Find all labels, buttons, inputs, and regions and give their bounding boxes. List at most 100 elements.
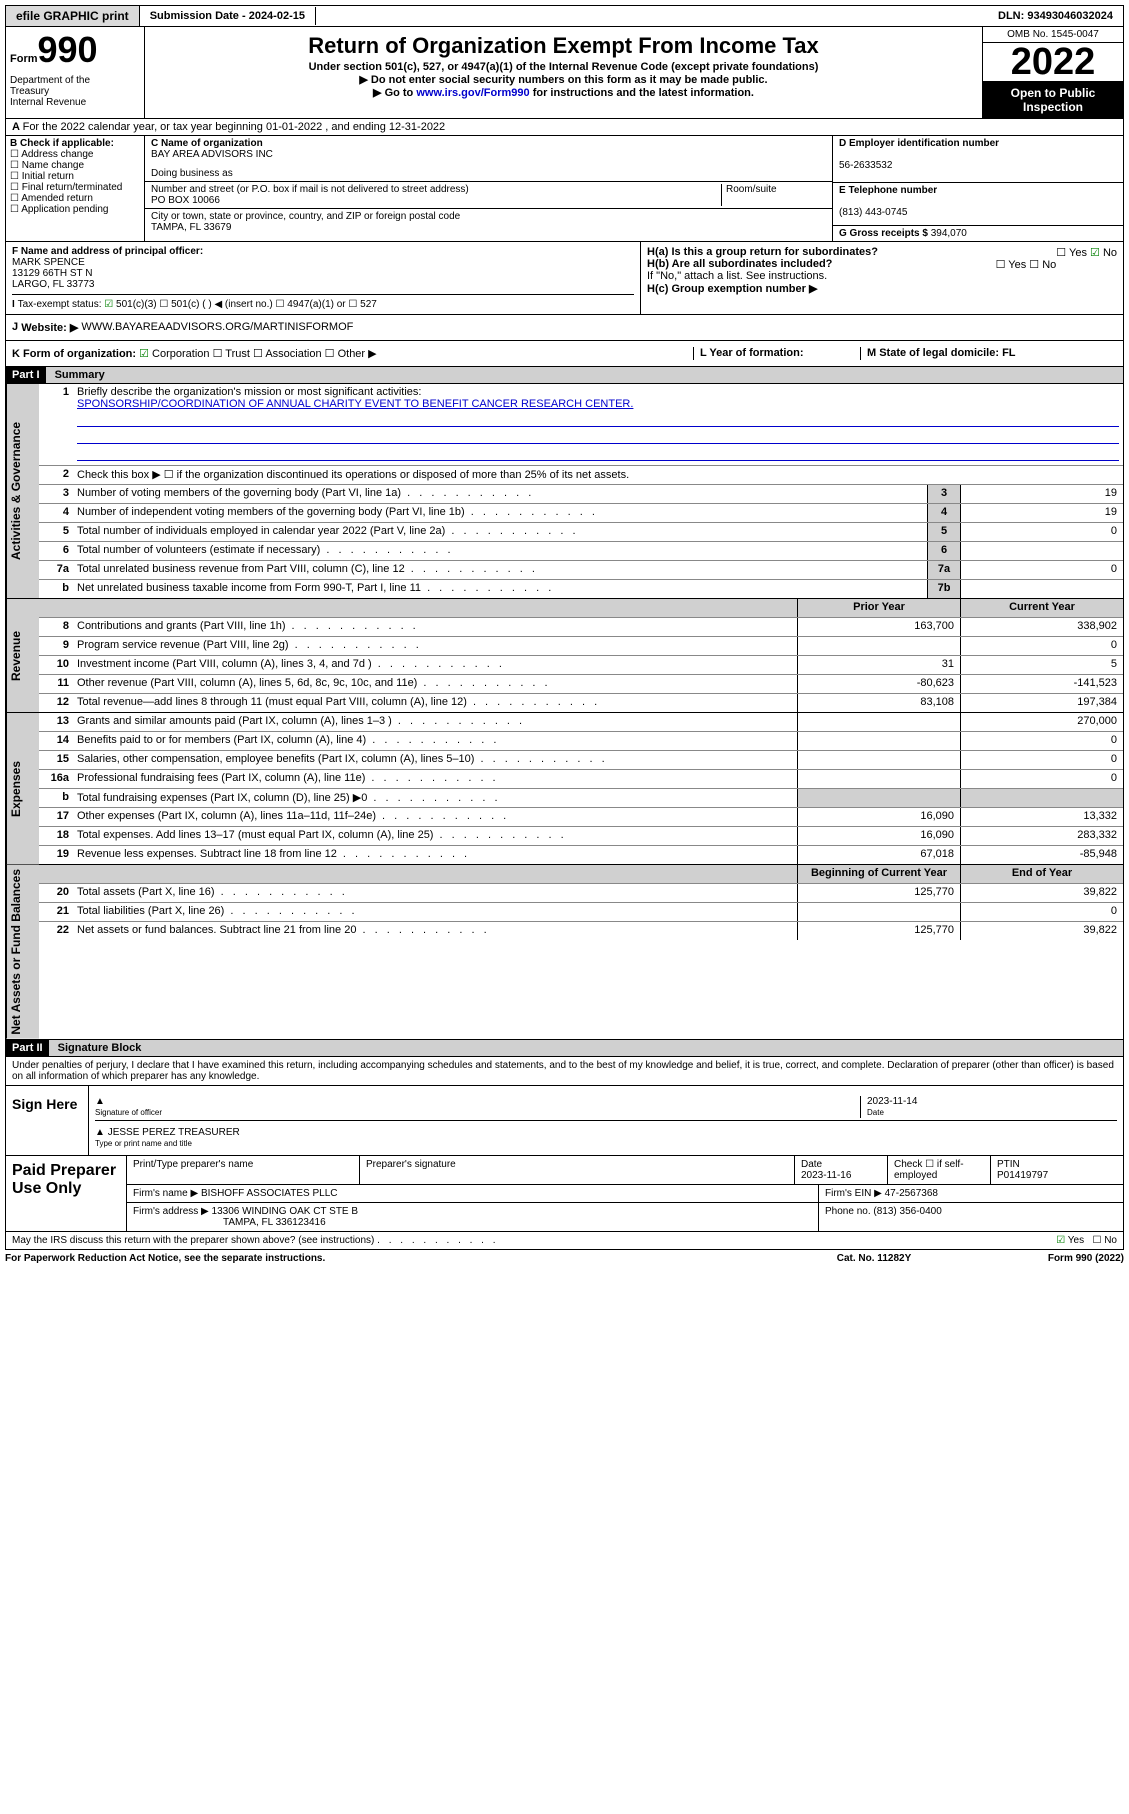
firm-ein: 47-2567368 [885,1188,938,1199]
line-a-period: A For the 2022 calendar year, or tax yea… [5,119,1124,136]
chk-501c3[interactable]: 501(c)(3) [104,299,156,310]
paid-prep-label: Paid Preparer Use Only [6,1156,127,1231]
website-url: WWW.BAYAREAADVISORS.ORG/MARTINISFORMOF [81,321,353,334]
page-footer: For Paperwork Reduction Act Notice, see … [5,1250,1124,1267]
part-ii-bar: Part II Signature Block [5,1040,1124,1057]
chk-501c[interactable]: 501(c) ( ) ◀ (insert no.) [159,299,272,310]
sig-declaration: Under penalties of perjury, I declare th… [6,1057,1123,1086]
summary-row: 10Investment income (Part VIII, column (… [39,656,1123,675]
efile-print-button[interactable]: efile GRAPHIC print [6,6,140,26]
chk-amended[interactable]: Amended return [10,193,93,204]
sign-here-label: Sign Here [6,1086,89,1155]
room-suite: Room/suite [721,184,826,206]
summary-row: 18Total expenses. Add lines 13–17 (must … [39,827,1123,846]
department-label: Department of theTreasuryInternal Revenu… [10,71,140,108]
summary-row: bTotal fundraising expenses (Part IX, co… [39,789,1123,808]
box-f: F Name and address of principal officer:… [6,242,641,314]
may-irs-row: May the IRS discuss this return with the… [5,1232,1124,1250]
chk-assoc[interactable]: Association [253,348,322,360]
officer-typed-name: JESSE PEREZ TREASURER [108,1127,240,1138]
prep-date: 2023-11-16 [801,1170,851,1181]
chk-527[interactable]: 527 [348,299,376,310]
summary-row: 16aProfessional fundraising fees (Part I… [39,770,1123,789]
tab-expenses: Expenses [6,713,39,864]
phone-value: (813) 443-0745 [839,207,907,218]
subtitle-1: Under section 501(c), 527, or 4947(a)(1)… [149,61,978,73]
chk-4947[interactable]: 4947(a)(1) or [276,299,346,310]
hb-yes[interactable]: Yes [996,259,1027,271]
summary-row: 9Program service revenue (Part VIII, lin… [39,637,1123,656]
form-number-cell: Form990 Department of theTreasuryInterna… [6,27,145,118]
chk-name-change[interactable]: Name change [10,160,84,171]
chk-initial-return[interactable]: Initial return [10,171,74,182]
firm-addr2: TAMPA, FL 336123416 [223,1217,326,1228]
chk-other[interactable]: Other ▶ [325,348,377,360]
summary-row: 15Salaries, other compensation, employee… [39,751,1123,770]
beg-year-hdr: Beginning of Current Year [797,865,960,883]
summary-row: 3Number of voting members of the governi… [39,485,1123,504]
box-b: B Check if applicable: Address change Na… [6,136,145,241]
chk-trust[interactable]: Trust [213,348,250,360]
firm-phone: (813) 356-0400 [873,1206,941,1217]
prior-year-hdr: Prior Year [797,599,960,617]
row-j: J Website: ▶ WWW.BAYAREAADVISORS.ORG/MAR… [5,315,1124,341]
form-header: Form990 Department of theTreasuryInterna… [5,27,1124,119]
mission-text: SPONSORSHIP/COORDINATION OF ANNUAL CHARI… [77,398,633,410]
chk-corp[interactable]: Corporation [139,348,209,360]
summary-row: 7aTotal unrelated business revenue from … [39,561,1123,580]
org-street: PO BOX 10066 [151,195,220,206]
paperwork-notice: For Paperwork Reduction Act Notice, see … [5,1253,774,1264]
summary-row: 21Total liabilities (Part X, line 26)0 [39,903,1123,922]
sig-date: 2023-11-14 [867,1096,917,1107]
box-d: D Employer identification number 56-2633… [833,136,1123,241]
summary-row: 11Other revenue (Part VIII, column (A), … [39,675,1123,694]
may-irs-no[interactable]: No [1092,1235,1117,1246]
chk-self-employed[interactable]: Check ☐ if self-employed [888,1156,991,1184]
summary-row: 5Total number of individuals employed in… [39,523,1123,542]
org-city: TAMPA, FL 33679 [151,222,231,233]
ha-yes[interactable]: Yes [1056,247,1087,259]
gross-receipts: 394,070 [931,228,967,239]
governance-block: Activities & Governance 1 Briefly descri… [5,384,1124,599]
summary-row: 20Total assets (Part X, line 16)125,7703… [39,884,1123,903]
chk-app-pending[interactable]: Application pending [10,204,109,215]
irs-link[interactable]: www.irs.gov/Form990 [416,87,529,99]
row-k: K Form of organization: Corporation Trus… [5,341,1124,367]
org-name: BAY AREA ADVISORS INC [151,149,273,160]
summary-row: 12Total revenue—add lines 8 through 11 (… [39,694,1123,712]
chk-final-return[interactable]: Final return/terminated [10,182,122,193]
title-cell: Return of Organization Exempt From Incom… [145,27,982,118]
summary-row: 6Total number of volunteers (estimate if… [39,542,1123,561]
hb-no[interactable]: No [1029,259,1056,271]
part-i-bar: Part I Summary [5,367,1124,384]
form-number: 990 [38,29,98,70]
year-formation: L Year of formation: [693,347,860,360]
tab-governance: Activities & Governance [6,384,39,598]
year-cell: OMB No. 1545-0047 2022 Open to Public In… [982,27,1123,118]
subtitle-2: Do not enter social security numbers on … [149,73,978,86]
netassets-block: Net Assets or Fund Balances Beginning of… [5,865,1124,1040]
ha-no[interactable]: No [1090,247,1117,259]
summary-row: 8Contributions and grants (Part VIII, li… [39,618,1123,637]
box-c: C Name of organization BAY AREA ADVISORS… [145,136,833,241]
ptin-value: P01419797 [997,1170,1048,1181]
tab-netassets: Net Assets or Fund Balances [6,865,39,1039]
summary-row: 22Net assets or fund balances. Subtract … [39,922,1123,940]
form-ref: Form 990 (2022) [974,1253,1124,1264]
summary-row: 4Number of independent voting members of… [39,504,1123,523]
chk-address-change[interactable]: Address change [10,149,93,160]
expenses-block: Expenses 13Grants and similar amounts pa… [5,713,1124,865]
firm-name: BISHOFF ASSOCIATES PLLC [201,1188,338,1199]
summary-row: 17Other expenses (Part IX, column (A), l… [39,808,1123,827]
signature-block: Under penalties of perjury, I declare th… [5,1057,1124,1156]
tax-year: 2022 [983,43,1123,82]
may-irs-yes[interactable]: Yes [1056,1235,1084,1246]
state-domicile: M State of legal domicile: FL [860,347,1117,360]
cat-no: Cat. No. 11282Y [774,1253,974,1264]
ein-value: 56-2633532 [839,160,892,171]
top-bar: efile GRAPHIC print Submission Date - 20… [5,5,1124,27]
summary-row: 19Revenue less expenses. Subtract line 1… [39,846,1123,864]
summary-row: 13Grants and similar amounts paid (Part … [39,713,1123,732]
box-h: H(a) Is this a group return for subordin… [641,242,1123,314]
open-inspection: Open to Public Inspection [983,82,1123,118]
